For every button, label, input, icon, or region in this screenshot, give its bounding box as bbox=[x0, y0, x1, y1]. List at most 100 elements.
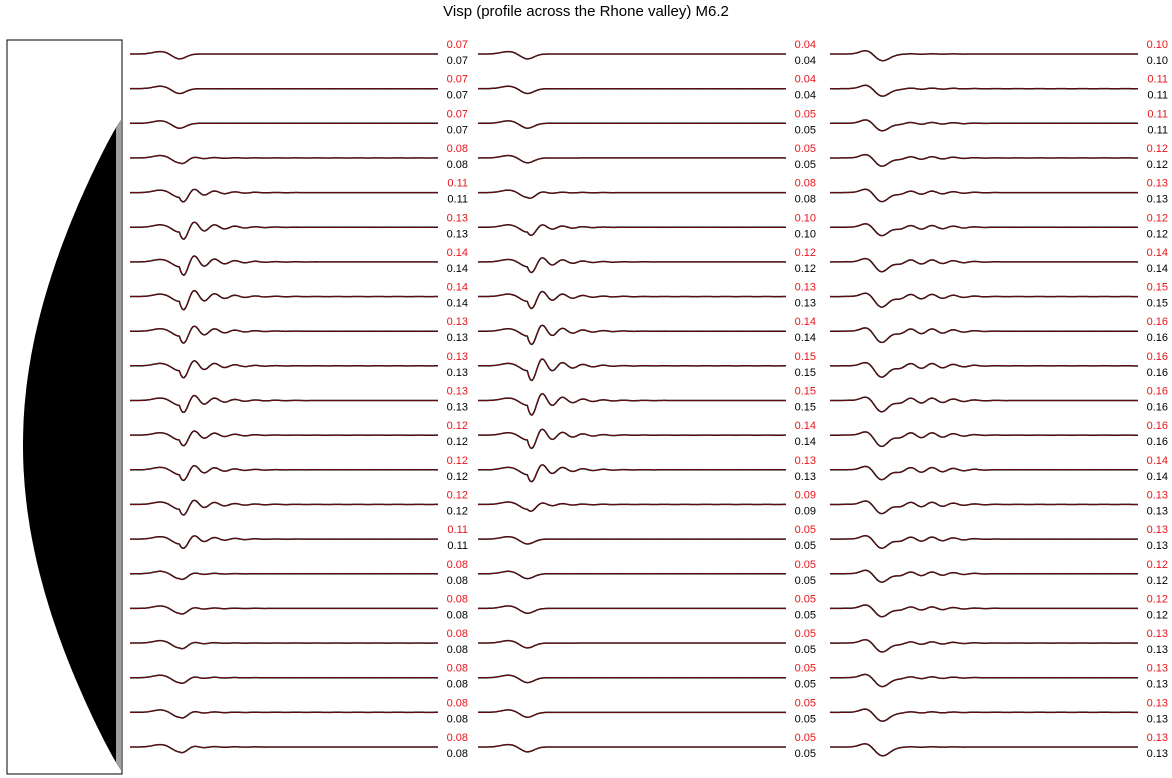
peak-label-synthetic: 0.13 bbox=[447, 212, 468, 224]
peak-label-observed: 0.13 bbox=[1147, 644, 1168, 656]
peak-label-observed: 0.14 bbox=[447, 263, 468, 275]
synthetic-trace bbox=[130, 120, 438, 129]
observed-trace bbox=[829, 361, 1138, 378]
peak-label-synthetic: 0.13 bbox=[1147, 524, 1168, 536]
peak-label-synthetic: 0.14 bbox=[795, 316, 816, 328]
trace-column-1: 0.070.070.070.070.070.070.080.080.110.11… bbox=[130, 39, 468, 760]
observed-trace bbox=[130, 499, 438, 516]
peak-label-synthetic: 0.14 bbox=[447, 247, 468, 259]
peak-label-observed: 0.14 bbox=[795, 436, 816, 448]
observed-trace bbox=[478, 743, 786, 753]
trace-row: 0.05 0.05 bbox=[478, 663, 816, 691]
observed-trace bbox=[830, 465, 1138, 481]
peak-label-synthetic: 0.04 bbox=[795, 39, 816, 51]
synthetic-trace bbox=[830, 743, 1138, 757]
trace-row: 0.05 0.05 bbox=[478, 732, 816, 760]
trace-row: 0.05 0.05 bbox=[478, 593, 816, 621]
peak-label-synthetic: 0.13 bbox=[447, 386, 468, 398]
peak-label-observed: 0.10 bbox=[795, 228, 816, 240]
trace-row: 0.12 0.12 bbox=[829, 212, 1168, 240]
peak-label-observed: 0.14 bbox=[1147, 471, 1168, 483]
peak-label-synthetic: 0.15 bbox=[1147, 282, 1168, 294]
synthetic-trace bbox=[830, 535, 1138, 549]
observed-trace bbox=[478, 535, 786, 545]
synthetic-trace bbox=[130, 221, 438, 240]
peak-label-observed: 0.08 bbox=[447, 609, 468, 621]
synthetic-trace bbox=[830, 396, 1138, 412]
trace-row: 0.14 0.14 bbox=[130, 282, 468, 311]
synthetic-trace bbox=[829, 639, 1138, 653]
synthetic-trace bbox=[478, 291, 786, 309]
synthetic-trace bbox=[130, 675, 438, 684]
observed-trace bbox=[478, 189, 786, 199]
chart-title: Visp (profile across the Rhone valley) M… bbox=[443, 3, 729, 20]
observed-trace bbox=[478, 464, 786, 483]
peak-label-observed: 0.16 bbox=[1147, 436, 1168, 448]
trace-row: 0.15 0.15 bbox=[478, 386, 816, 416]
trace-row: 0.07 0.07 bbox=[130, 108, 468, 136]
peak-label-observed: 0.15 bbox=[1147, 298, 1168, 310]
observed-trace bbox=[130, 709, 438, 719]
trace-row: 0.12 0.12 bbox=[478, 247, 816, 275]
observed-trace bbox=[130, 464, 438, 482]
observed-trace bbox=[829, 431, 1138, 448]
synthetic-trace bbox=[130, 744, 438, 753]
peak-label-synthetic: 0.07 bbox=[447, 39, 468, 51]
trace-row: 0.14 0.14 bbox=[130, 247, 468, 276]
trace-row: 0.11 0.11 bbox=[130, 178, 468, 206]
peak-label-observed: 0.13 bbox=[1147, 194, 1168, 206]
observed-trace bbox=[830, 743, 1138, 757]
synthetic-trace bbox=[130, 395, 438, 413]
peak-label-observed: 0.05 bbox=[795, 679, 816, 691]
trace-row: 0.16 0.16 bbox=[830, 316, 1168, 344]
trace-row: 0.13 0.13 bbox=[130, 386, 468, 414]
synthetic-trace bbox=[130, 640, 438, 649]
observed-trace bbox=[478, 709, 786, 718]
peak-label-synthetic: 0.08 bbox=[447, 593, 468, 605]
synthetic-trace bbox=[829, 85, 1138, 97]
peak-label-synthetic: 0.05 bbox=[795, 593, 816, 605]
trace-row: 0.11 0.11 bbox=[829, 74, 1168, 102]
trace-row: 0.12 0.12 bbox=[130, 455, 468, 483]
trace-row: 0.05 0.05 bbox=[478, 628, 816, 656]
peak-label-observed: 0.08 bbox=[447, 748, 468, 760]
synthetic-trace bbox=[829, 292, 1138, 308]
peak-label-synthetic: 0.13 bbox=[795, 455, 816, 467]
peak-label-synthetic: 0.16 bbox=[1147, 420, 1168, 432]
synthetic-trace bbox=[130, 189, 438, 203]
peak-label-synthetic: 0.13 bbox=[1147, 697, 1168, 709]
synthetic-trace bbox=[130, 709, 438, 719]
peak-label-synthetic: 0.15 bbox=[795, 386, 816, 398]
trace-row: 0.13 0.13 bbox=[478, 282, 816, 310]
trace-row: 0.13 0.13 bbox=[830, 663, 1168, 691]
peak-label-observed: 0.13 bbox=[447, 402, 468, 414]
peak-label-synthetic: 0.12 bbox=[447, 420, 468, 432]
peak-label-synthetic: 0.07 bbox=[447, 108, 468, 120]
observed-trace bbox=[478, 324, 786, 346]
peak-label-observed: 0.05 bbox=[795, 748, 816, 760]
trace-row: 0.12 0.12 bbox=[829, 559, 1168, 587]
peak-label-synthetic: 0.12 bbox=[1147, 143, 1168, 155]
peak-label-observed: 0.11 bbox=[1147, 124, 1168, 136]
peak-label-observed: 0.15 bbox=[795, 367, 816, 379]
observed-trace bbox=[130, 120, 438, 129]
trace-row: 0.08 0.08 bbox=[130, 628, 468, 656]
synthetic-trace bbox=[478, 189, 786, 199]
sediment-fill bbox=[23, 120, 121, 770]
observed-trace bbox=[130, 430, 438, 447]
synthetic-trace bbox=[478, 155, 786, 164]
synthetic-trace bbox=[130, 325, 438, 344]
synthetic-trace bbox=[478, 51, 786, 60]
synthetic-trace bbox=[829, 570, 1138, 583]
trace-row: 0.16 0.16 bbox=[830, 386, 1168, 414]
trace-row: 0.08 0.08 bbox=[478, 178, 816, 206]
synthetic-trace bbox=[830, 604, 1138, 617]
observed-trace bbox=[829, 569, 1138, 583]
peak-label-observed: 0.05 bbox=[795, 575, 816, 587]
peak-label-synthetic: 0.10 bbox=[795, 212, 816, 224]
observed-trace bbox=[130, 289, 438, 311]
synthetic-trace bbox=[830, 119, 1138, 132]
observed-trace bbox=[829, 638, 1138, 653]
trace-row: 0.14 0.14 bbox=[830, 247, 1168, 275]
observed-trace bbox=[130, 154, 438, 165]
